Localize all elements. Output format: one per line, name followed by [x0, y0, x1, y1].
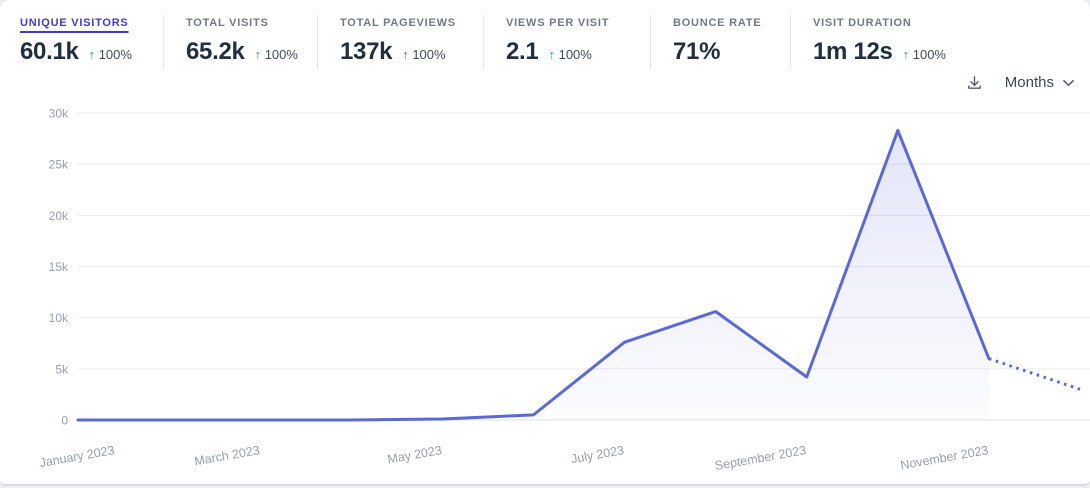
stat-change: ↑ 100%	[903, 47, 946, 62]
change-percent: 100%	[98, 47, 132, 62]
x-axis-label: March 2023	[193, 443, 260, 468]
chart-svg[interactable]: 0 5k 10k 15k 20k 25k 30k January 2023 March 2023…	[0, 82, 1090, 480]
up-arrow-icon: ↑	[88, 47, 96, 62]
x-axis-label: January 2023	[38, 443, 115, 470]
y-axis-label: 25k	[49, 158, 69, 172]
y-axis-label: 5k	[55, 362, 69, 376]
stat-change: ↑ 100%	[402, 47, 445, 62]
download-icon	[967, 76, 981, 89]
y-axis-label: 30k	[49, 107, 69, 121]
stat-bounce-rate[interactable]: BOUNCE RATE 71%	[650, 15, 790, 70]
up-arrow-icon: ↑	[254, 47, 262, 62]
chart-line-projected	[988, 357, 1081, 391]
y-axis-label: 15k	[49, 260, 69, 274]
interval-dropdown[interactable]: Months	[1005, 74, 1074, 91]
stat-value: 65.2k	[186, 38, 245, 65]
stat-change: ↑ 100%	[255, 47, 298, 62]
x-axis-label: May 2023	[386, 443, 443, 466]
visitors-chart[interactable]: 0 5k 10k 15k 20k 25k 30k January 2023 March 2023…	[0, 82, 1090, 480]
change-percent: 100%	[558, 47, 592, 62]
stat-value: 60.1k	[20, 38, 79, 65]
stat-label: TOTAL PAGEVIEWS	[340, 17, 456, 29]
stat-value: 2.1	[506, 38, 539, 65]
stat-value: 71%	[673, 38, 721, 65]
stat-label: TOTAL VISITS	[186, 17, 269, 29]
x-axis-label: September 2023	[714, 443, 807, 473]
interval-label: Months	[1004, 74, 1054, 91]
stat-label: VIEWS PER VISIT	[506, 17, 610, 29]
stat-label: BOUNCE RATE	[673, 17, 762, 29]
stat-views-per-visit[interactable]: VIEWS PER VISIT 2.1 ↑ 100%	[483, 15, 650, 70]
up-arrow-icon: ↑	[402, 47, 409, 62]
stat-value: 137k	[340, 38, 393, 65]
stat-total-visits[interactable]: TOTAL VISITS 65.2k ↑ 100%	[163, 15, 317, 70]
stat-value: 1m 12s	[813, 38, 893, 65]
stat-total-pageviews[interactable]: TOTAL PAGEVIEWS 137k ↑ 100%	[317, 15, 483, 70]
chevron-down-icon	[1063, 79, 1074, 86]
stats-row: UNIQUE VISITORS 60.1k ↑ 100% TOTAL VISIT…	[0, 0, 1090, 70]
stat-change: ↑ 100%	[89, 47, 132, 62]
y-axis-label: 0	[61, 414, 68, 428]
download-button[interactable]	[966, 74, 983, 91]
change-percent: 100%	[912, 47, 946, 62]
stat-visit-duration[interactable]: VISIT DURATION 1m 12s ↑ 100%	[790, 15, 956, 70]
up-arrow-icon: ↑	[902, 47, 910, 62]
y-axis-label: 10k	[49, 311, 69, 325]
change-percent: 100%	[412, 47, 446, 62]
y-axis-label: 20k	[49, 209, 69, 223]
x-axis-label: November 2023	[899, 443, 989, 472]
up-arrow-icon: ↑	[548, 47, 555, 62]
change-percent: 100%	[264, 47, 298, 62]
stat-label: VISIT DURATION	[813, 17, 912, 29]
chart-area-fill	[78, 130, 989, 420]
stat-label: UNIQUE VISITORS	[20, 17, 129, 29]
x-axis-label: July 2023	[570, 443, 625, 466]
chart-controls: Months	[966, 74, 1074, 91]
chart-line	[76, 128, 991, 422]
stat-change: ↑ 100%	[548, 47, 591, 62]
stat-unique-visitors[interactable]: UNIQUE VISITORS 60.1k ↑ 100%	[0, 15, 163, 70]
